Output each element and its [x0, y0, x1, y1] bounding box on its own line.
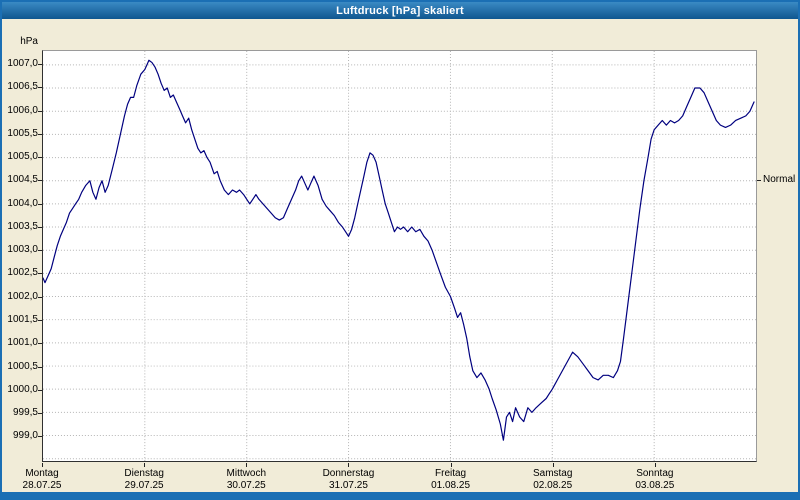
- pressure-series-line: [43, 59, 755, 441]
- y-axis-tick-mark: [38, 320, 42, 321]
- y-axis-tick-label: 1005,5: [7, 127, 38, 139]
- y-axis-unit-label: hPa: [20, 36, 38, 47]
- x-axis-day-label: Dienstag: [124, 468, 164, 479]
- y-axis-tick-label: 1000,0: [7, 383, 38, 395]
- title-bar[interactable]: Luftdruck [hPa] skaliert: [2, 2, 798, 19]
- y-axis-tick-label: 1002,0: [7, 290, 38, 302]
- normal-tick-mark: [757, 180, 761, 182]
- y-axis-tick-label: 1006,5: [7, 81, 38, 93]
- y-axis-tick-label: 1002,5: [7, 267, 38, 279]
- x-axis-tick-mark: [42, 463, 43, 467]
- x-axis-tick-mark: [450, 463, 452, 467]
- y-axis-tick-label: 1001,0: [7, 337, 38, 349]
- plot-area: [42, 50, 757, 462]
- x-axis-day-label: Sonntag: [636, 468, 674, 479]
- x-axis-tick-mark: [348, 463, 350, 467]
- y-axis-tick-label: 999,0: [12, 430, 38, 442]
- x-axis-day-label: Montag: [25, 468, 59, 479]
- chart-region: hPa 1007,0 1006,5 1006,0 1005,5 1005,0 1004,5…: [2, 2, 798, 492]
- y-axis-tick-label: 1001,5: [7, 314, 38, 325]
- y-axis-tick-mark: [38, 273, 42, 275]
- y-axis-tick-label: 1005,0: [7, 151, 38, 163]
- y-axis-tick-label: 1007,0: [7, 57, 38, 69]
- x-axis-date-label: 01.08.25: [431, 480, 471, 491]
- y-axis-tick-mark: [38, 296, 42, 298]
- x-axis-day-label: Freitag: [435, 468, 467, 479]
- x-axis-day-label: Mittwoch: [226, 468, 266, 479]
- y-axis-tick-mark: [38, 413, 42, 415]
- x-axis-date-label: 03.08.25: [635, 480, 675, 491]
- x-axis-day-label: Samstag: [532, 468, 573, 479]
- y-axis-tick-label: 1000,5: [7, 360, 38, 372]
- x-axis-tick-mark: [552, 463, 554, 467]
- y-axis-tick-label: 1004,0: [7, 197, 38, 209]
- y-axis-tick-mark: [38, 250, 42, 252]
- normal-label: Normal: [763, 174, 796, 186]
- y-axis-tick-label: 1003,0: [7, 244, 38, 256]
- y-axis-tick-mark: [38, 203, 42, 205]
- y-axis-tick-mark: [38, 133, 42, 135]
- pressure-line-chart: [43, 51, 756, 461]
- y-axis-tick-label: 999,5: [12, 407, 38, 419]
- x-axis-date-label: 29.07.25: [124, 480, 164, 491]
- y-axis-tick-label: 1006,0: [7, 104, 38, 116]
- y-axis-tick-mark: [38, 226, 42, 228]
- y-axis-tick-mark: [38, 63, 42, 65]
- x-axis-date-label: 28.07.25: [22, 480, 62, 491]
- y-axis-tick-mark: [38, 157, 42, 159]
- y-axis-tick-mark: [38, 389, 42, 391]
- x-axis-date-label: 31.07.25: [328, 480, 368, 491]
- x-axis-tick-mark: [144, 463, 146, 467]
- y-axis-tick-mark: [38, 110, 42, 112]
- y-axis-tick-mark: [38, 180, 42, 182]
- x-axis-tick-mark: [654, 463, 656, 467]
- window-title: Luftdruck [hPa] skaliert: [336, 4, 464, 17]
- x-axis-day-label: Donnerstag: [322, 468, 375, 479]
- x-axis-date-label: 02.08.25: [533, 480, 573, 491]
- y-axis-tick-mark: [38, 366, 42, 368]
- x-axis-date-label: 30.07.25: [226, 480, 266, 491]
- y-axis-tick-label: 1003,5: [7, 220, 38, 232]
- x-axis-tick-mark: [246, 463, 248, 467]
- y-axis-tick-label: 1004,5: [7, 174, 38, 186]
- y-axis-tick-mark: [38, 87, 42, 89]
- y-axis-tick-mark: [38, 343, 42, 345]
- y-axis-tick-mark: [38, 436, 42, 438]
